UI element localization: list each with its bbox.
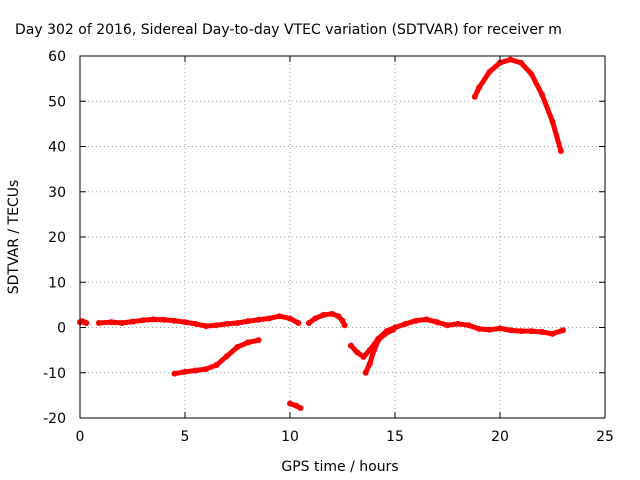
data-point [360,353,367,360]
data-point [354,349,361,356]
data-point [471,93,478,100]
data-point [182,319,188,326]
data-point [305,319,312,326]
y-tick-label: 10 [48,275,66,291]
data-point [287,315,293,322]
data-point [507,327,514,334]
y-tick-label: 20 [48,230,66,246]
data-point [203,323,209,330]
data-point [497,59,503,66]
data-point [497,325,503,332]
series-line [472,57,564,154]
data-point [224,320,230,327]
data-series [77,56,566,412]
data-point [203,366,209,373]
data-point [549,118,556,125]
y-axis-label: SDTVAR / TECUs [6,180,22,295]
data-point [213,362,220,369]
data-point [320,311,327,318]
data-point [539,329,545,336]
data-point [295,319,302,326]
data-point [312,315,319,322]
data-point [362,369,369,376]
chart-title: Day 302 of 2016, Sidereal Day-to-day VTE… [15,22,562,38]
data-point [161,316,167,323]
data-point [234,319,241,326]
data-point [276,313,283,320]
data-point [528,71,535,78]
data-point [476,84,482,91]
data-point [557,148,564,155]
data-point [486,326,493,333]
x-tick-label: 10 [281,429,299,445]
data-point [213,322,220,329]
y-tick-label: 50 [48,94,66,110]
data-point [335,313,342,320]
data-point [444,322,451,329]
data-point [339,317,346,324]
data-point [329,310,335,317]
data-point [539,91,545,98]
data-point [95,319,102,326]
data-point [341,322,348,329]
data-point [255,316,262,323]
data-point [371,347,377,354]
data-point [245,318,251,325]
data-point [366,360,373,367]
data-point [171,370,178,377]
grid-lines [80,56,605,418]
plot-frame [79,55,606,419]
data-point [182,368,188,375]
data-point [413,317,419,324]
y-tick-label: -10 [43,366,66,382]
series-line [172,337,261,377]
data-point [192,367,199,374]
data-point [476,325,482,332]
data-point [287,400,293,407]
y-tick-label: 60 [48,49,66,65]
data-point [423,316,430,323]
x-tick-label: 20 [491,429,509,445]
data-point [375,337,382,344]
data-point [297,405,304,412]
data-point [119,319,125,326]
x-tick-label: 5 [181,429,190,445]
y-tick-label: 30 [48,185,66,201]
data-point [465,322,472,329]
data-point [528,328,535,335]
y-tick-label: 40 [48,140,66,156]
x-axis-label: GPS time / hours [281,459,398,475]
data-point [266,315,272,322]
x-tick-label: 15 [386,429,404,445]
data-point [129,318,136,325]
data-point [486,68,493,75]
data-point [389,326,396,333]
data-point [150,316,157,323]
data-point [347,342,354,349]
data-point [455,320,461,327]
data-point [560,327,566,334]
data-point [108,319,115,326]
data-point [549,330,556,337]
data-point [434,319,440,326]
data-point [518,328,524,335]
axis-ticks: 0 5 10 15 20 25 -20 -10 0 10 20 30 40 50 60 [43,49,614,445]
data-point [224,353,230,360]
data-point [234,343,241,350]
data-point [245,339,251,346]
data-point [507,56,514,63]
data-point [171,317,178,324]
data-point [518,59,524,66]
data-point [255,337,262,344]
y-tick-label: -20 [43,411,66,427]
data-point [140,317,146,324]
data-point [192,320,199,327]
y-tick-label: 0 [57,321,66,337]
x-tick-label: 0 [76,429,85,445]
x-tick-label: 25 [596,429,614,445]
data-point [381,331,388,338]
data-point [402,320,409,327]
data-point [83,319,90,326]
